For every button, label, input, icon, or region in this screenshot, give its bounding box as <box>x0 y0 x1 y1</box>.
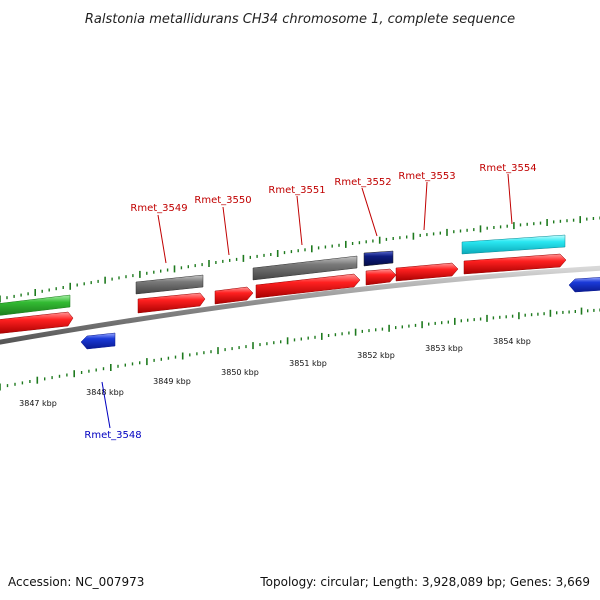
scale-label-3849: 3849 kbp <box>153 377 191 386</box>
gene-rmet-3552-outer[interactable] <box>363 250 394 267</box>
gene-rmet-3548[interactable] <box>80 332 116 350</box>
gene-rmet-3554-outer[interactable] <box>461 234 566 255</box>
scale-label-3853: 3853 kbp <box>425 344 463 353</box>
topology-summary: Topology: circular; Length: 3,928,089 bp… <box>259 575 590 589</box>
scale-label-3854: 3854 kbp <box>493 337 531 346</box>
leader-rmet-3554 <box>507 173 513 225</box>
label-rmet-3554[interactable]: Rmet_3554 <box>479 163 536 174</box>
leader-rmet-3551 <box>296 195 303 246</box>
accession-text: Accession: NC_007973 <box>8 575 144 589</box>
leader-rmet-3552 <box>361 187 378 237</box>
gene-rmet-3553[interactable] <box>395 262 459 282</box>
gene-green-left[interactable] <box>0 294 71 316</box>
gene-red-left[interactable] <box>0 311 74 334</box>
label-rmet-3549[interactable]: Rmet_3549 <box>130 203 187 214</box>
inner-tick-ring <box>0 307 600 391</box>
leader-rmet-3553 <box>423 181 428 231</box>
scale-label-3851: 3851 kbp <box>289 359 327 368</box>
leader-rmet-3549 <box>157 214 167 264</box>
gene-blue-right[interactable] <box>568 277 600 293</box>
gene-rmet-3550[interactable] <box>214 286 254 305</box>
label-rmet-3551[interactable]: Rmet_3551 <box>268 185 325 196</box>
gene-rmet-3552[interactable] <box>365 268 397 286</box>
scale-labels: 3847 kbp 3848 kbp 3849 kbp 3850 kbp 3851… <box>19 337 531 408</box>
gene-rmet-3554[interactable] <box>463 253 567 275</box>
scale-label-3850: 3850 kbp <box>221 368 259 377</box>
label-rmet-3552[interactable]: Rmet_3552 <box>334 177 391 188</box>
outer-track-features <box>135 234 566 295</box>
gene-rmet-3551-outer[interactable] <box>252 255 358 281</box>
gene-rmet-3549-outer[interactable] <box>135 274 204 295</box>
label-rmet-3550[interactable]: Rmet_3550 <box>194 195 251 206</box>
map-title: Ralstonia metallidurans CH34 chromosome … <box>85 12 515 27</box>
reverse-strand-features <box>80 277 600 350</box>
scale-label-3852: 3852 kbp <box>357 351 395 360</box>
gene-rmet-3551[interactable] <box>255 273 361 299</box>
chromosome-backbone <box>0 265 600 345</box>
label-rmet-3548[interactable]: Rmet_3548 <box>84 430 141 441</box>
forward-strand-features <box>0 253 567 334</box>
scale-label-3847: 3847 kbp <box>19 399 57 408</box>
label-rmet-3553[interactable]: Rmet_3553 <box>398 171 455 182</box>
gene-rmet-3549[interactable] <box>137 292 206 314</box>
outer-tick-ring <box>0 216 600 303</box>
scale-label-3848: 3848 kbp <box>86 388 124 397</box>
label-leaders <box>101 173 513 429</box>
leader-rmet-3548 <box>101 381 111 429</box>
leader-rmet-3550 <box>222 206 230 256</box>
gene-labels: Rmet_3549 Rmet_3550 Rmet_3551 Rmet_3552 … <box>84 163 536 441</box>
